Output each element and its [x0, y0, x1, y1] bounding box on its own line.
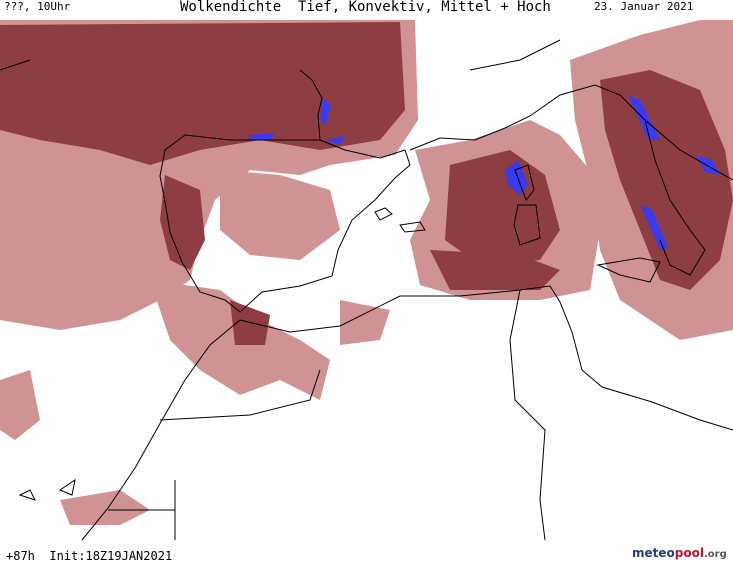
logo-part: .org: [703, 549, 727, 560]
logo[interactable]: meteopool.org: [632, 546, 727, 560]
logo-part: pool: [674, 546, 704, 560]
run-info: +87h Init:18Z19JAN2021: [6, 549, 173, 563]
coastline: [0, 39, 733, 541]
map-title: Wolkendichte Tief, Konvektiv, Mittel + H…: [180, 0, 551, 15]
valid-time: ???, 10Uhr: [4, 0, 71, 13]
logo-part: meteo: [632, 546, 675, 560]
precip: [248, 95, 720, 250]
date: 23. Januar 2021: [594, 0, 694, 13]
